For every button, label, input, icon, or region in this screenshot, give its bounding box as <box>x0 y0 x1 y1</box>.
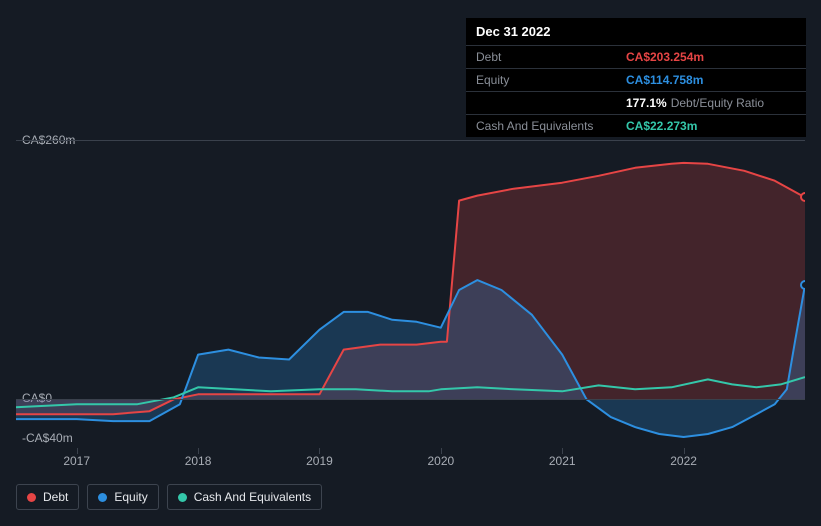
tooltip-row-label <box>476 96 626 110</box>
legend-swatch <box>98 493 107 502</box>
legend: Debt Equity Cash And Equivalents <box>16 484 322 510</box>
tooltip-title: Dec 31 2022 <box>466 18 806 45</box>
legend-item-debt[interactable]: Debt <box>16 484 79 510</box>
tooltip-row: 177.1% Debt/Equity Ratio <box>466 91 806 114</box>
data-point-marker <box>800 192 805 202</box>
legend-label: Cash And Equivalents <box>194 490 311 504</box>
legend-label: Debt <box>43 490 68 504</box>
tooltip-row: EquityCA$114.758m <box>466 68 806 91</box>
legend-swatch <box>27 493 36 502</box>
zero-gridline <box>16 399 805 400</box>
tooltip-row-label: Debt <box>476 50 626 64</box>
legend-label: Equity <box>114 490 147 504</box>
tooltip-row-label: Equity <box>476 73 626 87</box>
data-point-marker <box>800 280 805 290</box>
tooltip-row-value: CA$114.758m <box>626 73 703 87</box>
tooltip-row-extra: Debt/Equity Ratio <box>671 96 764 110</box>
x-axis-label: 2019 <box>306 454 333 468</box>
legend-item-cash-and-equivalents[interactable]: Cash And Equivalents <box>167 484 322 510</box>
legend-item-equity[interactable]: Equity <box>87 484 158 510</box>
tooltip-row-value: CA$203.254m <box>626 50 704 64</box>
x-axis-label: 2021 <box>549 454 576 468</box>
chart-area: CA$260mCA$0-CA$40m 201720182019202020212… <box>16 126 805 466</box>
tooltip-row-value: 177.1% <box>626 96 667 110</box>
chart-tooltip: Dec 31 2022 DebtCA$203.254mEquityCA$114.… <box>466 18 806 137</box>
x-axis-label: 2017 <box>63 454 90 468</box>
x-axis-label: 2022 <box>670 454 697 468</box>
tooltip-row: DebtCA$203.254m <box>466 45 806 68</box>
x-axis: 2017 2018 2019 2020 2021 2022 <box>16 448 805 472</box>
x-axis-label: 2018 <box>185 454 212 468</box>
x-axis-label: 2020 <box>427 454 454 468</box>
legend-swatch <box>178 493 187 502</box>
plot-region[interactable] <box>16 140 805 438</box>
